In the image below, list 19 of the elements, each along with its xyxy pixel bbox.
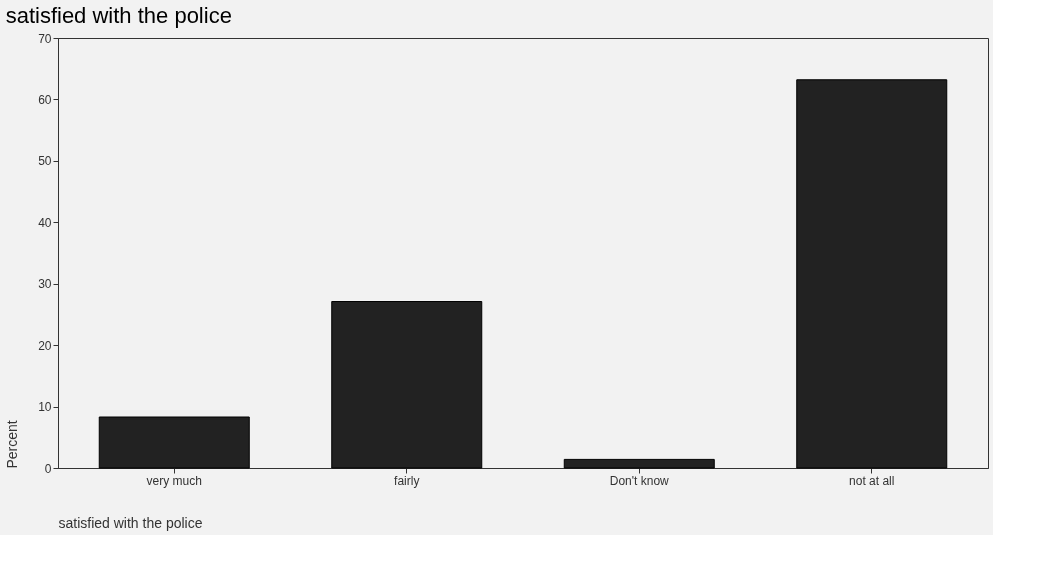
- bar: [563, 458, 715, 469]
- x-tick-label: Don't know: [609, 473, 670, 488]
- bar: [98, 416, 250, 469]
- x-tick-label: very much: [146, 473, 202, 488]
- x-tick-label: not at all: [849, 473, 895, 488]
- y-tick-label: 40: [38, 215, 52, 230]
- y-tick-label: 30: [38, 277, 52, 292]
- y-tick-label: 0: [44, 461, 52, 476]
- y-tick-label: 10: [38, 400, 52, 415]
- y-tick-label: 60: [38, 92, 52, 107]
- x-axis-title: satisfied with the police: [58, 514, 203, 531]
- bar: [796, 79, 948, 469]
- y-axis-title: Percent: [4, 420, 21, 469]
- x-tick-label: fairly: [394, 473, 420, 488]
- y-tick-label: 50: [38, 154, 52, 169]
- bar: [331, 301, 483, 469]
- y-tick-label: 20: [38, 338, 52, 353]
- y-tick-label: 70: [38, 31, 52, 46]
- chart-title: satisfied with the police: [5, 3, 232, 28]
